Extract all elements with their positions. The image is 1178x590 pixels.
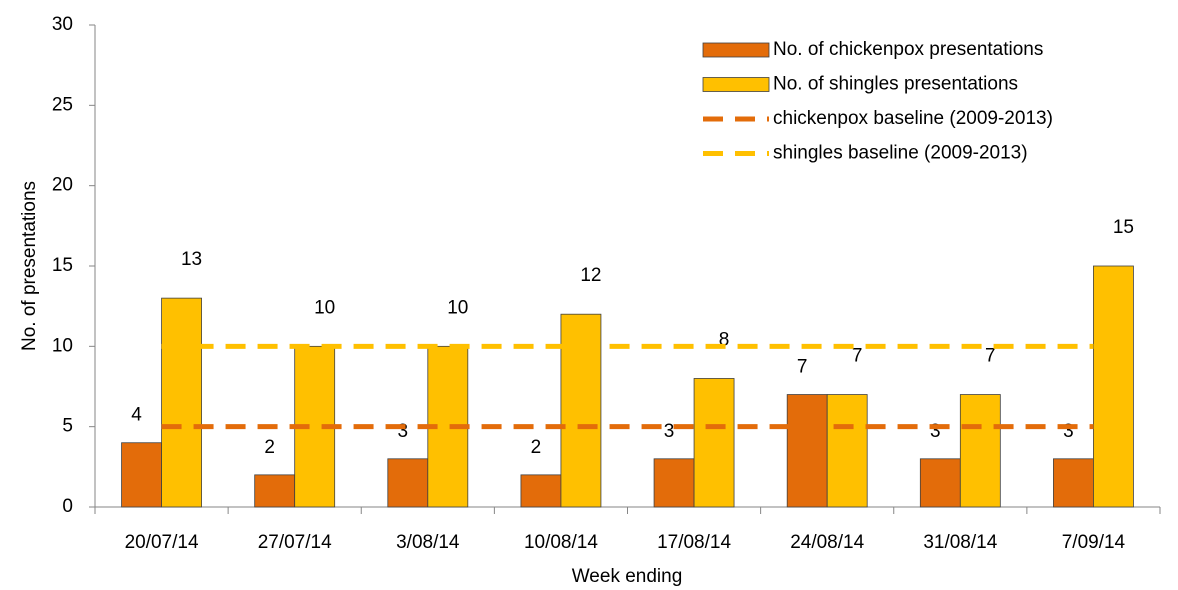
data-label: 15 bbox=[1113, 217, 1134, 238]
x-tick-label: 24/08/14 bbox=[790, 532, 864, 553]
data-label: 3 bbox=[1063, 421, 1074, 442]
legend-label: No. of chickenpox presentations bbox=[773, 39, 1043, 60]
bar bbox=[520, 474, 562, 508]
bar bbox=[387, 458, 429, 508]
bar bbox=[786, 394, 828, 508]
bar bbox=[693, 378, 735, 508]
bar bbox=[1053, 458, 1094, 508]
x-tick-label: 20/07/14 bbox=[125, 532, 199, 553]
y-tick-label: 15 bbox=[52, 255, 73, 276]
bar bbox=[254, 474, 296, 508]
y-tick-label: 30 bbox=[52, 14, 73, 35]
x-tick-label: 17/08/14 bbox=[657, 532, 731, 553]
bar bbox=[1093, 265, 1134, 508]
x-tick-label: 31/08/14 bbox=[923, 532, 997, 553]
bar bbox=[121, 442, 162, 508]
bar bbox=[959, 394, 1001, 508]
y-axis-label: No. of presentations bbox=[19, 181, 40, 351]
data-label: 7 bbox=[985, 346, 996, 367]
y-tick-label: 5 bbox=[62, 416, 73, 437]
data-label: 3 bbox=[398, 421, 409, 442]
bar bbox=[653, 458, 695, 508]
legend-swatch bbox=[702, 77, 770, 92]
data-label: 7 bbox=[797, 357, 808, 378]
bar bbox=[826, 394, 868, 508]
legend-label: shingles baseline (2009-2013) bbox=[773, 143, 1028, 164]
data-label: 10 bbox=[447, 297, 468, 318]
bar bbox=[919, 458, 961, 508]
x-tick-label: 10/08/14 bbox=[524, 532, 598, 553]
data-label: 4 bbox=[131, 405, 142, 426]
legend-label: No. of shingles presentations bbox=[773, 74, 1018, 95]
y-tick-label: 25 bbox=[52, 94, 73, 115]
y-tick-label: 0 bbox=[62, 496, 73, 517]
data-label: 2 bbox=[531, 437, 542, 458]
bar bbox=[161, 297, 202, 508]
legend-label: chickenpox baseline (2009-2013) bbox=[773, 108, 1053, 129]
data-label: 3 bbox=[664, 421, 675, 442]
data-label: 12 bbox=[580, 265, 601, 286]
x-tick-label: 27/07/14 bbox=[258, 532, 332, 553]
data-label: 2 bbox=[264, 437, 275, 458]
x-tick-label: 3/08/14 bbox=[396, 532, 460, 553]
data-label: 3 bbox=[930, 421, 941, 442]
legend-swatch bbox=[702, 42, 770, 58]
x-axis-label: Week ending bbox=[572, 566, 683, 587]
x-tick-label: 7/09/14 bbox=[1062, 532, 1126, 553]
data-label: 7 bbox=[852, 346, 863, 367]
y-tick-label: 10 bbox=[52, 335, 73, 356]
data-label: 13 bbox=[181, 249, 202, 270]
bar bbox=[560, 313, 602, 508]
data-label: 8 bbox=[719, 329, 730, 350]
y-tick-label: 20 bbox=[52, 175, 73, 196]
data-label: 10 bbox=[314, 297, 335, 318]
